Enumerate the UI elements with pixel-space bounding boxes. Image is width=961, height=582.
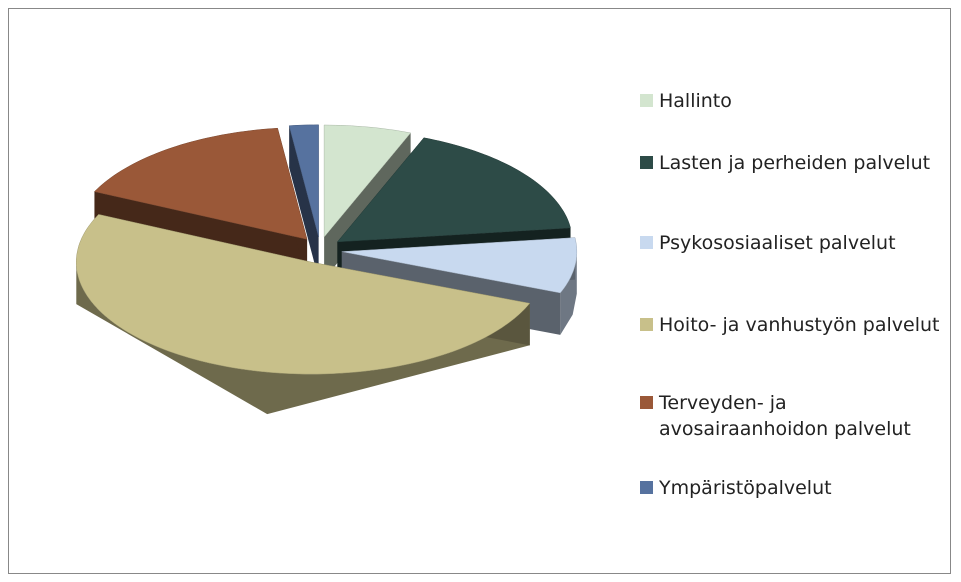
legend-item: Psykososiaaliset palvelut (640, 230, 955, 256)
legend-item: Terveyden- ja avosairaanhoidon palvelut (640, 390, 955, 442)
legend-swatch (640, 481, 653, 494)
legend-label: Hoito- ja vanhustyön palvelut (659, 314, 940, 336)
pie-slice (341, 237, 578, 294)
legend-item: Lasten ja perheiden palvelut (640, 150, 955, 176)
slice-side (560, 251, 577, 335)
legend-swatch (640, 94, 653, 107)
legend-swatch (640, 396, 653, 409)
legend-item: Ympäristöpalvelut (640, 475, 955, 501)
chart-frame (8, 8, 951, 574)
legend-label: Terveyden- ja avosairaanhoidon palvelut (659, 392, 911, 440)
slice-side (76, 262, 530, 415)
slice-wall (289, 125, 319, 279)
pie-slice (93, 127, 308, 240)
legend-label: Psykososiaaliset palvelut (659, 232, 896, 254)
legend-label: Lasten ja perheiden palvelut (659, 152, 931, 174)
legend-item: Hallinto (640, 88, 955, 114)
legend-swatch (640, 156, 653, 169)
pie-slice (323, 124, 412, 238)
pie-slice (336, 137, 571, 243)
legend-swatch (640, 318, 653, 331)
legend-item: Hoito- ja vanhustyön palvelut (640, 312, 955, 338)
pie-slice (288, 124, 319, 237)
legend-label: Ympäristöpalvelut (659, 477, 832, 499)
legend-label: Hallinto (659, 90, 732, 112)
legend-swatch (640, 236, 653, 249)
pie-slice (76, 214, 531, 375)
